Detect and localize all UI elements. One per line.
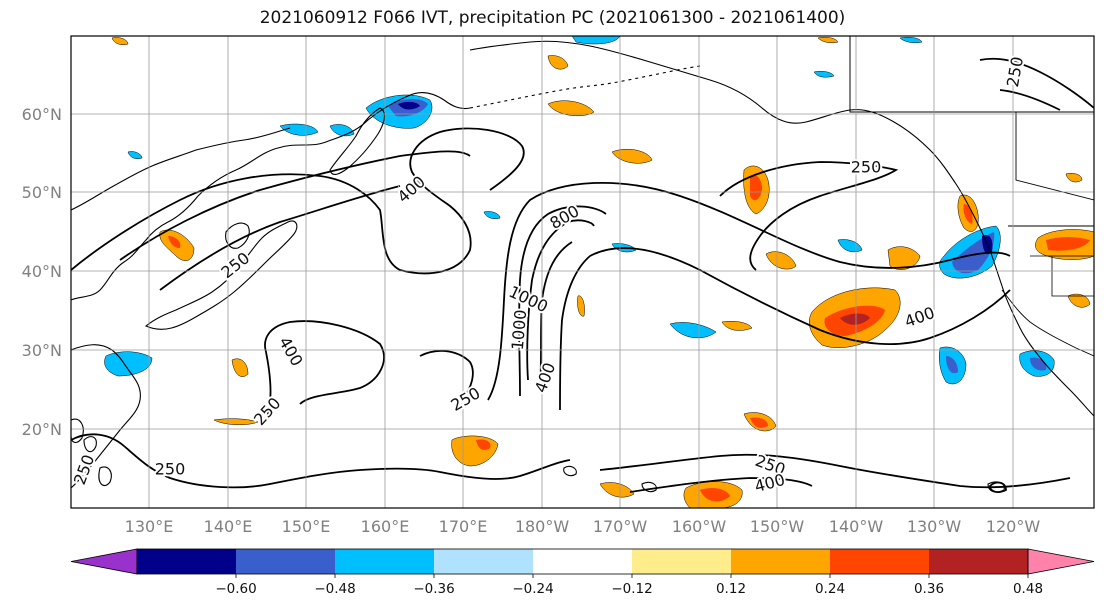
ivt-contours (71, 57, 1094, 493)
colorbar-tick-label: −0.36 (413, 581, 454, 597)
lon-label: 130°E (125, 517, 174, 536)
colorbar-segment (533, 549, 633, 574)
latitude-labels: 60°N 50°N 40°N 30°N 20°N (22, 105, 62, 439)
colorbar-frame (136, 548, 1029, 575)
colorbar-segment (335, 549, 435, 574)
lon-label: 160°E (361, 517, 410, 536)
negative-patch-kamchatka (365, 94, 433, 129)
colorbar-tick-label: 0.48 (1013, 581, 1043, 597)
contour-label: 1000 (508, 309, 530, 351)
lon-label: 150°E (282, 517, 331, 536)
positive-patch-coast (1035, 229, 1094, 260)
lat-label: 40°N (22, 262, 62, 281)
lat-label: 20°N (22, 420, 62, 439)
lon-label: 150°W (750, 517, 805, 536)
colorbar-arrow-low (70, 548, 138, 575)
lon-label: 180°W (515, 517, 570, 536)
lon-label: 140°W (829, 517, 884, 536)
positive-patch-south (683, 481, 743, 508)
colorbar-segment (137, 549, 237, 574)
colorbar-tick-label: −0.12 (611, 581, 652, 597)
positive-patch-pacific-east (809, 287, 901, 348)
colorbar-segment (929, 549, 1029, 574)
colorbar-tick-label: −0.48 (314, 581, 355, 597)
positive-patch-gulf (743, 165, 770, 215)
colorbar-tick-label: −0.60 (215, 581, 256, 597)
lon-label: 120°W (986, 517, 1041, 536)
colorbar-tick-label: 0.36 (914, 581, 944, 597)
contour-label: 250 (155, 460, 186, 479)
longitude-labels: 130°E 140°E 150°E 160°E 170°E 180°W 170°W 160°W… (125, 517, 1041, 536)
negative-patch-china (104, 351, 153, 377)
lon-label: 130°W (907, 517, 962, 536)
lon-label: 160°W (672, 517, 727, 536)
map-frame (70, 35, 1095, 509)
coastlines (71, 36, 1094, 493)
grid-lines (71, 36, 1094, 508)
colorbar-segment (236, 549, 336, 574)
colorbar: −0.60 −0.48 −0.36 −0.24 −0.12 0.12 0.24 0.36 0.4… (70, 548, 1095, 597)
contour-label: 250 (851, 158, 882, 177)
colorbar-segment (632, 549, 732, 574)
colorbar-tick-label: 0.12 (716, 581, 746, 597)
lon-label: 170°E (439, 517, 488, 536)
colorbar-tick-label: 0.24 (815, 581, 845, 597)
colorbar-segment (434, 549, 534, 574)
positive-patch-alaska (547, 55, 569, 70)
lat-label: 50°N (22, 183, 62, 202)
lon-label: 170°W (593, 517, 648, 536)
lon-label: 140°E (204, 517, 253, 536)
colorbar-tick-label: −0.24 (512, 581, 553, 597)
map-title: 2021060912 F066 IVT, precipitation PC (2… (259, 8, 846, 28)
colorbar-segment (731, 549, 831, 574)
lat-label: 60°N (22, 105, 62, 124)
lat-label: 30°N (22, 341, 62, 360)
colorbar-arrow-high (1027, 548, 1095, 575)
positive-patch-bering (547, 100, 595, 117)
colorbar-segment (830, 549, 930, 574)
